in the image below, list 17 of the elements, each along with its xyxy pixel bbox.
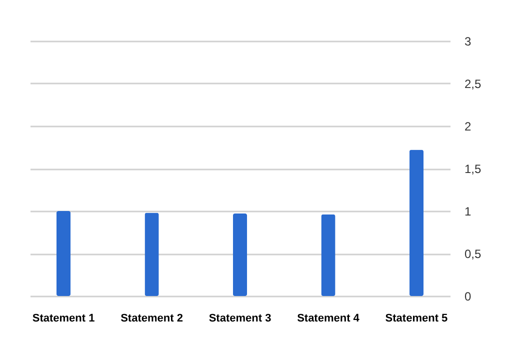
y-tick-label: 2,5 xyxy=(464,77,482,91)
y-tick-label: 3 xyxy=(464,34,472,48)
bar xyxy=(232,214,248,296)
y-tick-label: 0 xyxy=(464,290,472,304)
x-tick-label: Statement 3 xyxy=(208,312,272,324)
bar xyxy=(144,212,159,296)
y-tick-label: 1,5 xyxy=(464,162,482,176)
y-tick-label: 0,5 xyxy=(464,247,482,261)
x-tick-label: Statement 1 xyxy=(32,312,95,324)
y-tick-label: 2 xyxy=(464,120,472,134)
bar xyxy=(321,214,336,296)
y-tick-label: 1 xyxy=(464,204,472,218)
x-tick-label: Statement 2 xyxy=(120,312,183,324)
x-tick-label: Statement 4 xyxy=(297,312,360,324)
bar xyxy=(56,211,71,296)
bar xyxy=(409,150,424,296)
x-tick-label: Statement 5 xyxy=(385,312,448,324)
